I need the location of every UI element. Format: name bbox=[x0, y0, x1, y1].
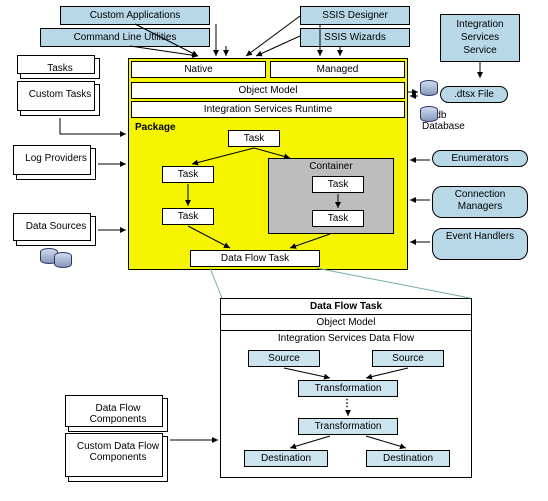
data-flow-components-box: Data Flow Components bbox=[68, 398, 168, 432]
file-icon bbox=[420, 80, 440, 98]
enumerators-box: Enumerators bbox=[432, 150, 528, 167]
custom-data-flow-components-box: Custom Data Flow Components bbox=[68, 436, 168, 482]
transformation-node-2: Transformation bbox=[298, 418, 398, 435]
integration-services-service-box: Integration Services Service bbox=[440, 14, 520, 62]
custom-tasks-box: Custom Tasks bbox=[20, 84, 100, 116]
managed-label: Managed bbox=[270, 61, 405, 78]
log-providers-box: Log Providers bbox=[16, 148, 96, 180]
command-line-utilities-box: Command Line Utilities bbox=[40, 28, 210, 47]
task-node-3: Task bbox=[162, 208, 214, 225]
dft-runtime: Integration Services Data Flow bbox=[221, 331, 471, 346]
ellipsis-dots: ⋮ bbox=[342, 398, 352, 409]
destination-node-1: Destination bbox=[244, 450, 328, 467]
custom-applications-box: Custom Applications bbox=[60, 6, 210, 25]
transformation-node-1: Transformation bbox=[298, 380, 398, 397]
container-label: Container bbox=[269, 159, 393, 174]
ssis-wizards-box: SSIS Wizards bbox=[300, 28, 410, 47]
database-icon bbox=[420, 106, 440, 124]
dtsx-file-label: .dtsx File bbox=[440, 86, 508, 103]
destination-node-2: Destination bbox=[366, 450, 450, 467]
data-sources-box: Data Sources bbox=[16, 216, 96, 246]
dft-title: Data Flow Task bbox=[221, 299, 471, 315]
data-sources-icon-2 bbox=[54, 252, 74, 270]
connection-managers-box: Connection Managers bbox=[432, 186, 528, 218]
source-node-1: Source bbox=[248, 350, 320, 367]
runtime-label: Integration Services Runtime bbox=[131, 101, 405, 118]
event-handlers-box: Event Handlers bbox=[432, 228, 528, 260]
dft-object-model: Object Model bbox=[221, 315, 471, 331]
task-node-2: Task bbox=[162, 166, 214, 183]
source-node-2: Source bbox=[372, 350, 444, 367]
container-task-1: Task bbox=[312, 176, 364, 193]
native-label: Native bbox=[131, 61, 266, 78]
object-model-label: Object Model bbox=[131, 82, 405, 99]
tasks-box: Tasks bbox=[20, 58, 100, 79]
ssis-designer-box: SSIS Designer bbox=[300, 6, 410, 25]
container-task-2: Task bbox=[312, 210, 364, 227]
data-flow-task-node: Data Flow Task bbox=[190, 250, 320, 267]
task-node-1: Task bbox=[228, 130, 280, 147]
